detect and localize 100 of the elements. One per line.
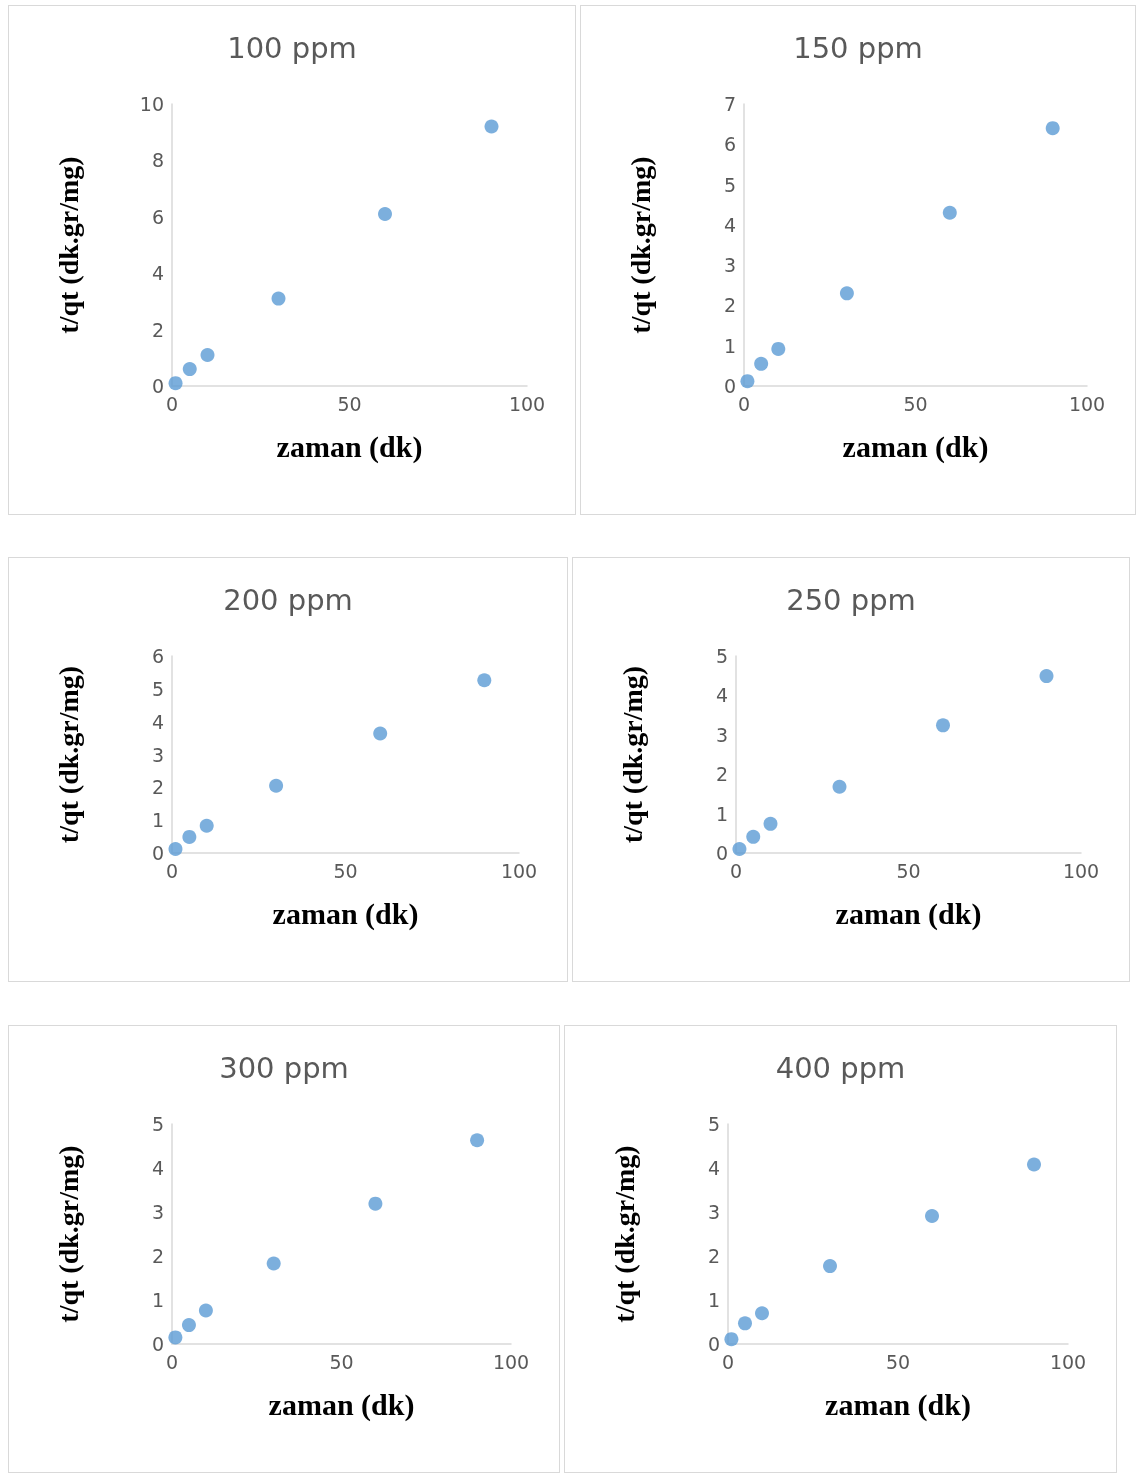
point xyxy=(732,842,747,857)
y-tick-label: 0 xyxy=(707,1333,720,1355)
chart-title: 250 ppm xyxy=(786,582,916,617)
y-tick-label: 5 xyxy=(715,645,728,667)
y-tick-label: 2 xyxy=(151,776,164,799)
y-tick-label: 1 xyxy=(715,802,728,825)
point xyxy=(368,1196,383,1211)
y-tick-label: 0 xyxy=(151,375,164,397)
x-tick-label: 100 xyxy=(1062,859,1100,882)
point xyxy=(271,291,286,306)
point xyxy=(738,1316,752,1331)
point xyxy=(182,362,197,377)
y-tick-label: 1 xyxy=(151,1289,164,1311)
y-tick-label: 0 xyxy=(151,842,164,864)
y-tick-label: 2 xyxy=(715,763,728,786)
point xyxy=(763,816,778,831)
y-tick-label: 6 xyxy=(151,205,164,228)
point xyxy=(470,1133,485,1148)
point xyxy=(942,205,957,220)
y-tick-label: 3 xyxy=(707,1201,720,1223)
point xyxy=(771,341,786,356)
point xyxy=(832,779,847,794)
x-axis-title: zaman (dk) xyxy=(268,1387,415,1422)
y-tick-label: 1 xyxy=(723,334,736,357)
x-tick-label: 100 xyxy=(1068,392,1106,415)
point xyxy=(746,829,761,844)
point xyxy=(168,842,183,857)
point xyxy=(266,1256,281,1271)
y-tick-label: 5 xyxy=(151,1113,164,1135)
chart-title: 400 ppm xyxy=(775,1050,906,1085)
point xyxy=(200,347,215,362)
x-tick-label: 100 xyxy=(492,1350,530,1373)
x-tick-label: 0 xyxy=(165,859,179,882)
x-tick-label: 0 xyxy=(737,392,751,415)
point xyxy=(373,726,388,741)
chart-title: 150 ppm xyxy=(793,30,923,65)
point xyxy=(168,376,183,391)
point xyxy=(269,778,284,793)
point xyxy=(182,829,197,844)
y-tick-label: 2 xyxy=(707,1245,720,1267)
y-axis-title: t/qt (dk.gr/mg) xyxy=(624,156,656,334)
point xyxy=(1039,669,1054,684)
point xyxy=(755,1306,769,1321)
x-axis-title: zaman (dk) xyxy=(835,896,982,931)
y-tick-label: 5 xyxy=(151,677,164,700)
point xyxy=(484,119,499,134)
y-tick-label: 4 xyxy=(151,710,164,733)
x-tick-label: 50 xyxy=(903,392,928,415)
chart-title: 300 ppm xyxy=(219,1050,349,1085)
y-tick-label: 5 xyxy=(723,173,736,196)
x-tick-label: 50 xyxy=(885,1350,911,1373)
y-axis-title: t/qt (dk.gr/mg) xyxy=(52,1145,84,1323)
y-tick-label: 2 xyxy=(723,294,736,317)
y-tick-label: 3 xyxy=(715,723,728,746)
x-tick-label: 50 xyxy=(896,859,921,882)
y-tick-label: 2 xyxy=(151,318,164,341)
y-tick-label: 8 xyxy=(151,149,164,172)
x-tick-label: 50 xyxy=(333,859,358,882)
point xyxy=(378,206,392,221)
point xyxy=(740,374,755,389)
x-axis-title: zaman (dk) xyxy=(825,1387,971,1422)
point xyxy=(925,1208,939,1223)
y-tick-label: 4 xyxy=(715,684,728,707)
point xyxy=(754,356,769,371)
y-tick-label: 0 xyxy=(715,842,728,864)
y-tick-label: 4 xyxy=(151,1157,164,1179)
x-axis-title: zaman (dk) xyxy=(272,896,419,931)
y-tick-label: 10 xyxy=(139,93,164,115)
y-tick-label: 1 xyxy=(707,1289,720,1311)
y-tick-label: 6 xyxy=(723,133,736,156)
y-tick-label: 4 xyxy=(707,1157,720,1179)
chart-title: 200 ppm xyxy=(223,582,353,617)
point xyxy=(839,286,854,301)
x-tick-label: 50 xyxy=(337,392,362,415)
y-tick-label: 4 xyxy=(723,213,736,236)
point xyxy=(1027,1157,1041,1172)
point xyxy=(1045,121,1060,136)
point xyxy=(477,673,492,688)
x-tick-label: 0 xyxy=(165,1350,179,1373)
y-axis-title: t/qt (dk.gr/mg) xyxy=(52,156,84,334)
point xyxy=(168,1330,183,1345)
y-tick-label: 3 xyxy=(151,1201,164,1223)
point xyxy=(199,818,214,833)
x-tick-label: 0 xyxy=(165,392,179,415)
y-tick-label: 0 xyxy=(151,1333,164,1355)
x-tick-label: 100 xyxy=(508,392,546,415)
x-tick-label: 100 xyxy=(1049,1350,1087,1373)
y-axis-title: t/qt (dk.gr/mg) xyxy=(608,1145,640,1323)
y-tick-label: 5 xyxy=(707,1113,720,1135)
y-axis-title: t/qt (dk.gr/mg) xyxy=(616,665,648,844)
chart-title: 100 ppm xyxy=(227,30,357,65)
point xyxy=(181,1318,196,1333)
y-tick-label: 7 xyxy=(723,93,736,115)
point xyxy=(724,1332,739,1347)
x-tick-label: 50 xyxy=(329,1350,354,1373)
point xyxy=(936,718,950,733)
y-tick-label: 3 xyxy=(723,254,736,277)
y-tick-label: 6 xyxy=(151,645,164,667)
x-axis-title: zaman (dk) xyxy=(276,429,423,464)
x-tick-label: 100 xyxy=(500,859,538,882)
